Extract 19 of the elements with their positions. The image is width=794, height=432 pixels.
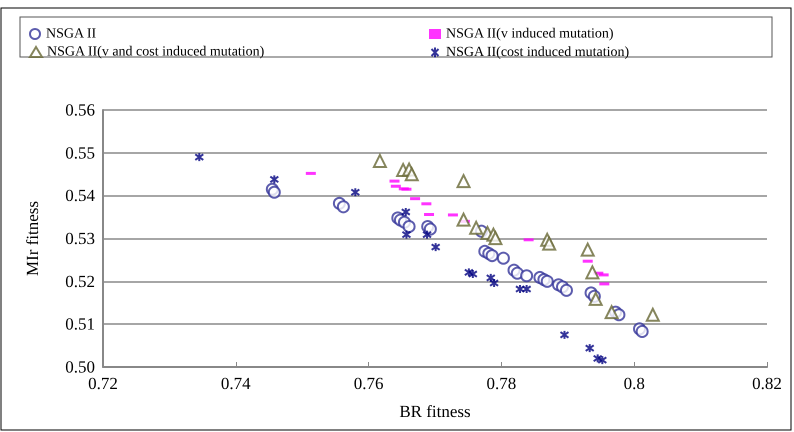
- legend-label: NSGA II: [46, 26, 97, 42]
- y-tick-label: 0.56: [65, 100, 95, 120]
- x-tick-label: 0.74: [220, 374, 252, 393]
- legend-label: NSGA II(cost induced mutation): [446, 45, 630, 60]
- x-tick-label: 0.72: [88, 374, 118, 393]
- y-axis-title: MIr fitness: [23, 200, 42, 276]
- x-axis-title: BR fitness: [399, 402, 471, 421]
- y-tick-label: 0.53: [65, 229, 95, 248]
- y-tick-label: 0.52: [65, 272, 95, 291]
- x-tick-label: 0.76: [354, 374, 384, 393]
- y-tick-label: 0.55: [65, 143, 95, 162]
- y-tick-label: 0.54: [65, 186, 96, 206]
- x-tick-label: 0.78: [486, 374, 516, 393]
- legend-label: NSGA II(v induced mutation): [446, 26, 614, 42]
- y-tick-label: 0.50: [65, 358, 95, 376]
- legend-label: NSGA II(v and cost induced mutation): [47, 44, 265, 60]
- y-tick-label: 0.51: [65, 314, 95, 334]
- x-tick-label: 0.8: [624, 374, 645, 393]
- x-tick-label: 0.82: [752, 374, 782, 393]
